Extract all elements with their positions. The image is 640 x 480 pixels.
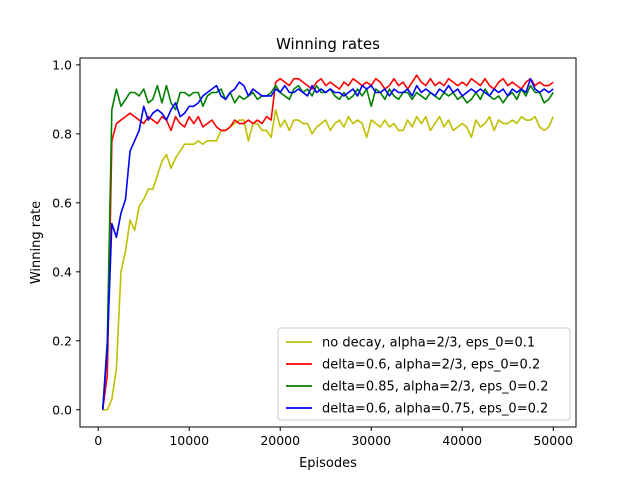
x-tick-label: 20000 xyxy=(260,433,300,448)
series-line-4 xyxy=(101,77,554,410)
y-tick-label: 0.0 xyxy=(52,402,72,417)
chart-title: Winning rates xyxy=(276,35,380,53)
x-axis: 0 10000 20000 30000 40000 50000 xyxy=(94,427,573,448)
legend[interactable]: no decay, alpha=2/3, eps_0=0.1 delta=0.6,… xyxy=(277,327,571,421)
legend-box xyxy=(277,327,571,421)
x-tick-label: 10000 xyxy=(169,433,209,448)
x-axis-title: Episodes xyxy=(299,456,357,471)
plot-frame xyxy=(79,57,577,428)
series-line-1 xyxy=(102,108,554,411)
x-tick-label: 50000 xyxy=(533,433,573,448)
x-tick-label: 30000 xyxy=(351,433,391,448)
x-tick-label: 0 xyxy=(94,433,102,448)
legend-label: no decay, alpha=2/3, eps_0=0.1 xyxy=(322,336,535,351)
y-axis: 0.0 0.2 0.4 0.6 0.8 1.0 xyxy=(52,57,80,417)
legend-label: delta=0.6, alpha=2/3, eps_0=0.2 xyxy=(322,358,540,373)
y-tick-label: 0.4 xyxy=(52,264,72,279)
y-axis-title: Winning rate xyxy=(29,201,44,284)
legend-label: delta=0.85, alpha=2/3, eps_0=0.2 xyxy=(322,380,549,395)
x-tick-label: 40000 xyxy=(442,433,482,448)
legend-label: delta=0.6, alpha=0.75, eps_0=0.2 xyxy=(322,402,548,417)
series-line-2 xyxy=(101,74,554,410)
y-tick-label: 0.8 xyxy=(52,126,72,141)
y-tick-label: 0.6 xyxy=(52,195,72,210)
y-tick-label: 1.0 xyxy=(52,57,72,72)
y-tick-label: 0.2 xyxy=(52,333,72,348)
series-layer xyxy=(101,74,554,411)
